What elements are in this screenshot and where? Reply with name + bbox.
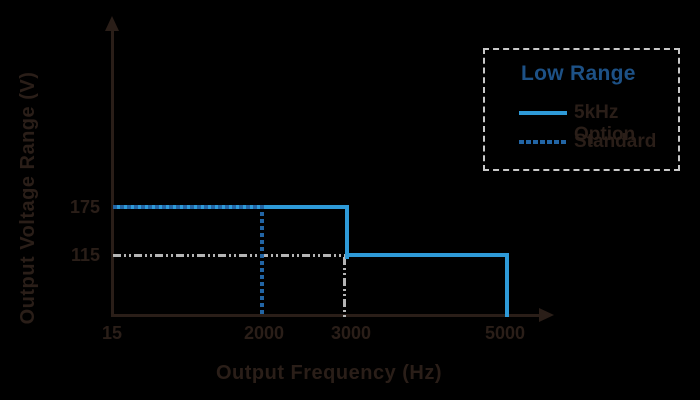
y-axis-title: Output Voltage Range (V) [17,71,39,325]
guide-line-3000hz-vertical [343,257,346,317]
x-tick-2000: 2000 [243,323,285,343]
guide-line-115v-horizontal [113,254,345,257]
x-axis-title: Output Frequency (Hz) [215,362,443,384]
legend-entry-5khz-option: 5kHz Option [574,102,636,145]
series-5khz-drop-5000hz [505,253,509,317]
x-axis-arrow-icon [539,308,554,322]
x-axis-line [111,314,541,317]
series-5khz-segment-115v [345,253,509,257]
y-tick-115: 115 [70,245,100,265]
x-tick-15: 15 [101,323,123,343]
legend-solid-line-swatch [519,111,567,115]
series-5khz-drop-3000hz [345,205,349,259]
legend-title: Low Range [521,62,636,85]
y-tick-175: 175 [69,197,100,217]
series-standard-segment-175v [113,205,264,209]
series-standard-drop-2000hz [260,205,264,317]
y-axis-line [111,26,114,317]
x-tick-3000: 3000 [330,323,372,343]
x-tick-5000: 5000 [484,323,526,343]
legend-dashed-line-swatch [519,140,567,144]
legend-entry-standard: Standard [574,131,657,152]
y-axis-arrow-icon [105,16,119,31]
legend-box: Low Range 5kHz Option Standard [483,48,680,171]
